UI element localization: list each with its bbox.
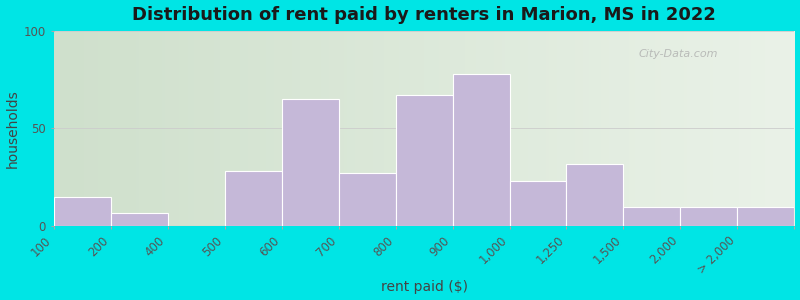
Bar [681,207,738,226]
Bar [566,164,623,226]
Bar [54,197,110,226]
Bar [453,74,510,226]
Bar [110,212,167,226]
Bar [395,95,453,226]
Bar [282,99,338,226]
Text: City-Data.com: City-Data.com [639,49,718,59]
Bar [225,172,282,226]
Title: Distribution of rent paid by renters in Marion, MS in 2022: Distribution of rent paid by renters in … [132,6,716,24]
Bar [510,181,566,226]
Bar [738,207,794,226]
Bar [623,207,681,226]
X-axis label: rent paid ($): rent paid ($) [381,280,467,294]
Bar [338,173,395,226]
Y-axis label: households: households [6,89,19,168]
